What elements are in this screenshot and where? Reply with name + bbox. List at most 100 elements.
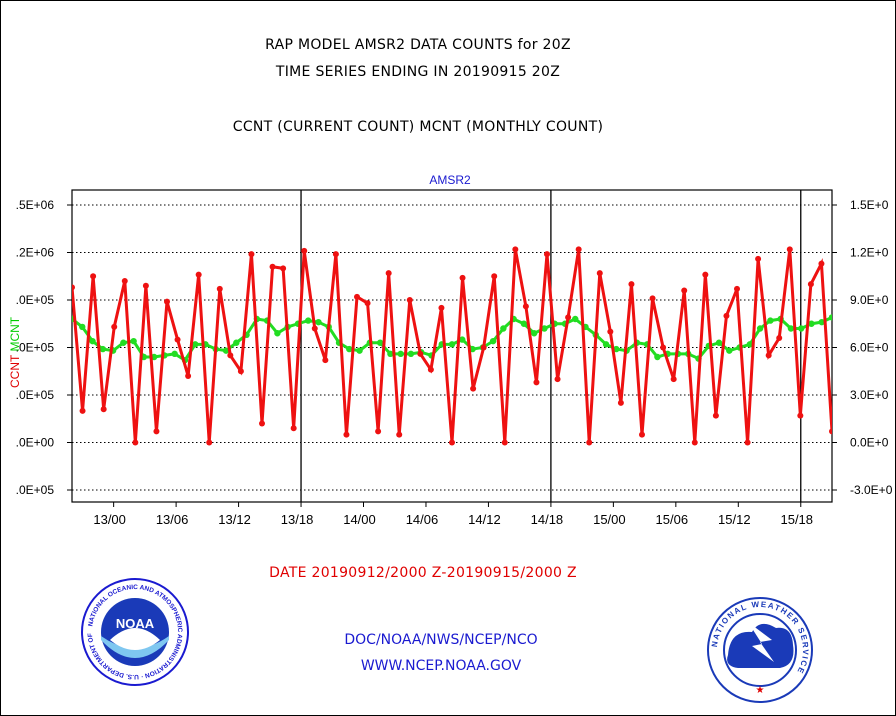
mcnt-data-point xyxy=(715,339,723,346)
y-tick-label-right: 6.0E+0 xyxy=(850,341,889,355)
ccnt-data-point xyxy=(364,300,371,307)
plot-title: AMSR2 xyxy=(429,173,471,187)
x-tick-label: 14/06 xyxy=(406,512,439,527)
y-tick-label-right: 1.5E+0 xyxy=(850,198,889,212)
y-tick-label-left: .0E+05 xyxy=(16,388,55,402)
mcnt-data-point xyxy=(756,325,764,332)
mcnt-data-point xyxy=(171,350,178,358)
ccnt-data-point xyxy=(417,350,424,357)
mcnt-data-point xyxy=(376,339,384,346)
ccnt-data-point xyxy=(459,274,466,281)
ccnt-data-point xyxy=(185,373,192,379)
mcnt-data-point xyxy=(222,347,230,354)
x-tick-label: 14/12 xyxy=(468,512,501,527)
ccnt-data-point xyxy=(533,379,540,386)
mcnt-data-point xyxy=(818,318,825,326)
ccnt-data-point xyxy=(396,431,403,438)
ccnt-data-point xyxy=(617,399,624,406)
ccnt-data-point xyxy=(734,285,740,292)
mcnt-data-point xyxy=(787,325,795,332)
ccnt-data-point xyxy=(237,368,244,375)
ccnt-data-point xyxy=(512,246,519,253)
series-group xyxy=(72,246,832,446)
chart-title-line2: TIME SERIES ENDING IN 20190915 20Z xyxy=(275,64,561,80)
mcnt-data-point xyxy=(746,341,754,348)
ccnt-data-point xyxy=(406,297,413,303)
ccnt-data-point xyxy=(311,325,318,332)
x-tick-label: 13/18 xyxy=(281,512,314,527)
mcnt-data-point xyxy=(356,347,363,354)
ccnt-data-point xyxy=(755,255,762,262)
ccnt-data-point xyxy=(164,298,170,305)
ccnt-data-point xyxy=(565,314,572,321)
x-tick-label: 15/12 xyxy=(718,512,751,527)
ccnt-data-point xyxy=(100,406,107,413)
ccnt-data-point xyxy=(660,344,667,351)
mcnt-data-point xyxy=(99,345,107,353)
website-link[interactable]: WWW.NCEP.NOAA.GOV xyxy=(360,658,522,674)
mcnt-data-point xyxy=(448,341,456,348)
ccnt-data-point xyxy=(427,366,434,373)
mcnt-data-point xyxy=(572,315,579,323)
mcnt-data-point xyxy=(274,330,281,337)
ccnt-data-point xyxy=(639,431,645,438)
mcnt-data-point xyxy=(520,320,528,327)
ccnt-data-point xyxy=(449,439,455,446)
ccnt-data-point xyxy=(797,412,804,419)
mcnt-series-line xyxy=(72,316,832,363)
y-tick-label-left: .2E+06 xyxy=(16,246,55,260)
ccnt-data-point xyxy=(301,247,308,254)
ccnt-data-point xyxy=(206,439,213,446)
y-axis-label-part: MCNT xyxy=(8,316,22,351)
mcnt-data-point xyxy=(828,314,832,321)
ccnt-data-point xyxy=(111,323,118,330)
ccnt-data-point xyxy=(744,439,751,446)
y-tick-label-left: .0E+05 xyxy=(16,483,55,497)
x-tick-label: 13/12 xyxy=(218,512,251,527)
mcnt-data-point xyxy=(459,336,466,343)
ccnt-data-point xyxy=(79,407,86,414)
mcnt-data-point xyxy=(192,341,199,348)
mcnt-data-point xyxy=(797,325,805,332)
y-tick-label-left: .5E+06 xyxy=(16,198,55,212)
mcnt-data-point xyxy=(726,347,733,354)
x-tick-label: 15/00 xyxy=(593,512,626,527)
ccnt-data-point xyxy=(575,246,582,253)
ccnt-data-point xyxy=(227,352,234,359)
ccnt-data-point xyxy=(554,376,561,383)
ccnt-data-point xyxy=(480,344,487,351)
y-tick-label-right: 1.2E+0 xyxy=(850,246,889,260)
ccnt-data-point xyxy=(280,265,287,272)
ccnt-data-point xyxy=(332,251,339,258)
mcnt-data-point xyxy=(407,350,415,358)
y-axis-label: CCNT MCNT xyxy=(8,316,22,388)
ccnt-data-point xyxy=(807,281,814,288)
ccnt-data-point xyxy=(586,439,593,446)
mcnt-data-point xyxy=(489,337,497,345)
chart-title-line3: CCNT (CURRENT COUNT) MCNT (MONTHLY COUNT… xyxy=(232,119,604,135)
mcnt-data-point xyxy=(387,350,394,358)
ccnt-data-point xyxy=(702,271,709,278)
ccnt-data-point xyxy=(544,251,550,258)
ccnt-data-point xyxy=(322,357,329,364)
mcnt-data-point xyxy=(530,330,538,337)
mcnt-data-point xyxy=(767,317,774,324)
ccnt-data-point xyxy=(132,439,139,446)
ccnt-data-point xyxy=(491,273,498,280)
mcnt-data-point xyxy=(346,345,353,353)
x-tick-label: 14/00 xyxy=(343,512,376,527)
chart-title-line1: RAP MODEL AMSR2 DATA COUNTS for 20Z xyxy=(265,37,571,53)
ccnt-data-point xyxy=(470,385,477,392)
x-tick-label: 13/00 xyxy=(93,512,126,527)
ccnt-data-point xyxy=(142,282,149,289)
ccnt-data-point xyxy=(269,263,276,270)
date-range-label: DATE 20190912/2000 Z-20190915/2000 Z xyxy=(269,565,577,581)
y-tick-label-right: 9.0E+0 xyxy=(850,293,889,307)
y-tick-label-left: .0E+05 xyxy=(16,293,55,307)
x-tick-label: 15/06 xyxy=(656,512,689,527)
mcnt-data-point xyxy=(120,339,127,346)
ccnt-data-point xyxy=(259,420,265,427)
ccnt-data-point xyxy=(522,303,529,310)
ccnt-data-point xyxy=(216,285,223,292)
